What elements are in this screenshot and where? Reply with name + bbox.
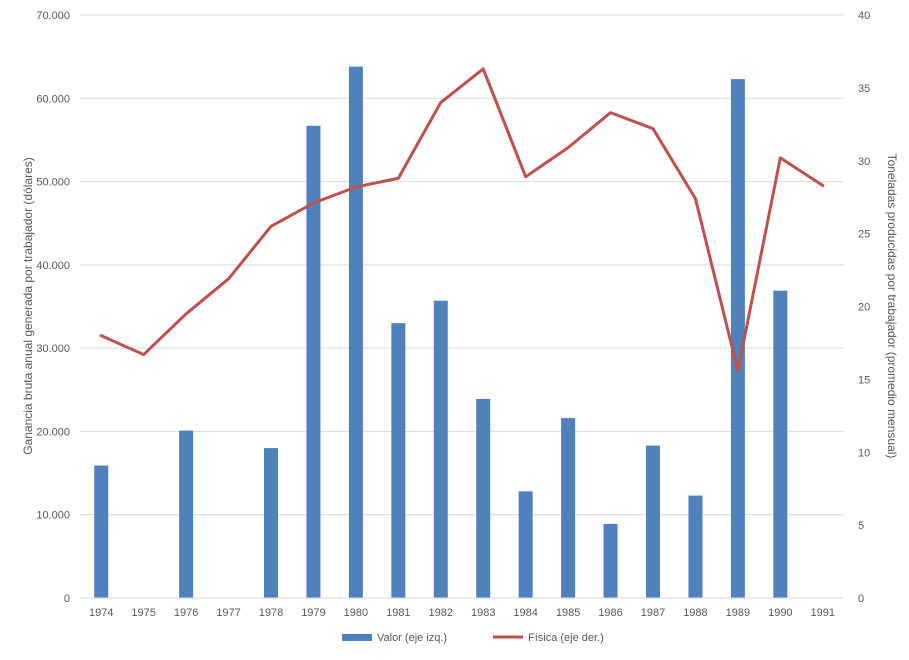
x-tick-label: 1991: [811, 607, 835, 619]
right-tick-label: 20: [858, 302, 870, 314]
right-tick-label: 35: [858, 83, 870, 95]
left-tick-label: 30.000: [36, 343, 70, 355]
right-tick-label: 30: [858, 156, 870, 168]
x-tick-label: 1975: [131, 607, 155, 619]
bar: [391, 323, 406, 598]
right-tick-label: 15: [858, 374, 870, 386]
right-tick-label: 0: [858, 593, 864, 605]
x-tick-label: 1982: [429, 607, 453, 619]
bar: [688, 495, 703, 598]
left-tick-label: 0: [64, 593, 70, 605]
x-tick-label: 1980: [344, 607, 368, 619]
bar: [94, 465, 109, 598]
x-tick-label: 1981: [386, 607, 410, 619]
x-tick-label: 1990: [768, 607, 792, 619]
bar-series: [94, 66, 788, 599]
bar: [730, 79, 745, 598]
bar: [306, 125, 321, 599]
left-tick-label: 60.000: [36, 93, 70, 105]
left-axis-ticks: 0 10.000 20.000 30.000 40.000 50.000 60.000 70.…: [36, 10, 70, 605]
left-tick-label: 50.000: [36, 177, 70, 189]
bar: [561, 418, 576, 598]
bar: [518, 491, 533, 598]
left-tick-label: 40.000: [36, 260, 70, 272]
x-tick-label: 1988: [683, 607, 707, 619]
left-tick-label: 10.000: [36, 510, 70, 522]
legend-label-bar: Valor (eje izq.): [377, 632, 447, 644]
x-tick-label: 1987: [641, 607, 665, 619]
legend: Valor (eje izq.) Física (eje der.): [342, 632, 604, 644]
x-tick-label: 1978: [259, 607, 283, 619]
right-tick-label: 40: [858, 10, 870, 22]
x-tick-label: 1985: [556, 607, 580, 619]
x-tick-label: 1986: [598, 607, 622, 619]
bar: [646, 445, 660, 598]
left-tick-label: 20.000: [36, 426, 70, 438]
legend-swatch-bar: [342, 634, 372, 641]
legend-label-line: Física (eje der.): [528, 632, 604, 644]
bar: [264, 448, 278, 598]
line-path: [99, 67, 825, 373]
x-tick-label: 1984: [513, 607, 537, 619]
bar: [433, 300, 448, 598]
right-tick-label: 10: [858, 447, 870, 459]
x-tick-label: 1976: [174, 607, 198, 619]
right-tick-label: 25: [858, 229, 870, 241]
left-axis-title: Ganancia bruta anual generada por trabaj…: [21, 157, 35, 455]
x-tick-label: 1983: [471, 607, 495, 619]
x-tick-label: 1979: [301, 607, 325, 619]
gridlines: [80, 14, 844, 516]
bar: [476, 398, 491, 598]
left-tick-label: 70.000: [36, 10, 70, 22]
bar: [603, 523, 618, 598]
right-tick-label: 5: [858, 520, 864, 532]
bar: [348, 66, 363, 598]
x-tick-label: 1974: [89, 607, 113, 619]
right-axis-title: Toneladas producidas por trabajador (pro…: [885, 154, 899, 459]
x-tick-label: 1977: [216, 607, 240, 619]
bar: [773, 290, 788, 598]
x-axis-ticks: 1974 1975 1976 1977 1978 1979 1980 1981 1982 1983…: [89, 607, 835, 619]
bar: [179, 430, 194, 598]
right-axis-ticks: 0 5 10 15 20 25 30 35 40: [858, 10, 870, 605]
x-tick-label: 1989: [726, 607, 750, 619]
line-series: [99, 67, 825, 373]
